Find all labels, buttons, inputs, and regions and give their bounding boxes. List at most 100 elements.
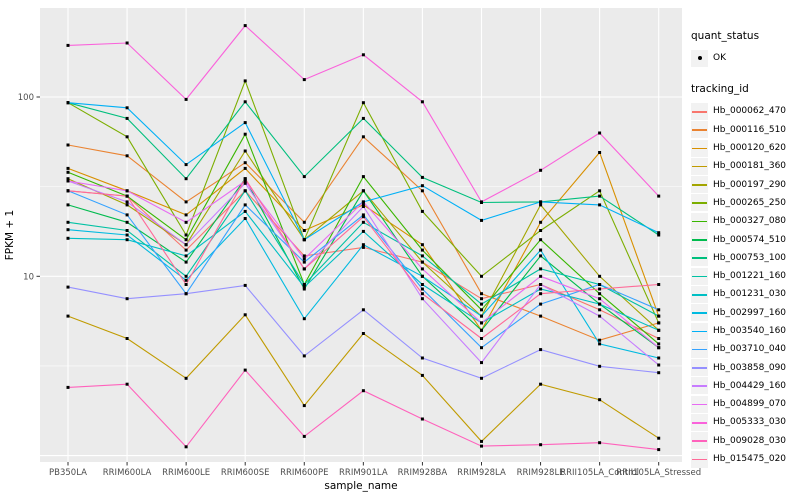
data-point [480, 361, 483, 365]
data-point [243, 217, 247, 220]
data-point [539, 274, 543, 278]
legend-label: Hb_003858_090 [713, 362, 787, 373]
data-point [480, 218, 483, 222]
data-point [598, 287, 602, 291]
data-point [361, 116, 365, 120]
data-point [302, 175, 306, 179]
legend-label-ok: OK [713, 53, 726, 64]
legend-key-icon [691, 359, 708, 377]
data-point [302, 404, 306, 408]
data-point [480, 297, 483, 301]
legend-key-line [692, 293, 707, 296]
data-point [243, 100, 247, 104]
data-point [657, 342, 661, 346]
data-point [539, 348, 543, 352]
data-point [125, 220, 129, 224]
legend-item-Hb_005333_030: Hb_005333_030 [691, 413, 799, 431]
legend-key-icon [691, 212, 708, 230]
data-point [361, 332, 365, 335]
legend-key-icon [691, 176, 708, 194]
legend-label: Hb_003710_040 [713, 344, 787, 355]
x-tick-label-PB350LA: PB350LA [49, 468, 87, 478]
data-point [420, 287, 424, 291]
legend-item-Hb_003858_090: Hb_003858_090 [691, 358, 799, 377]
data-point [420, 283, 424, 286]
data-point [66, 314, 70, 318]
data-point [420, 189, 424, 193]
legend-key-icon [691, 194, 708, 212]
legend: quant_status OK tracking_id Hb_000062_47… [691, 30, 799, 484]
legend-key-icon [691, 304, 708, 322]
legend-key-line [692, 421, 707, 424]
x-axis-title: sample_name [324, 480, 397, 492]
data-point [480, 376, 483, 380]
data-point [480, 292, 483, 296]
y-tick-label-100: 100 [18, 93, 34, 103]
legend-label: Hb_000116_510 [713, 124, 787, 135]
data-point [125, 238, 129, 242]
data-point [420, 297, 424, 301]
data-point [361, 389, 365, 393]
data-point [361, 245, 365, 249]
data-point [598, 338, 602, 342]
data-point [66, 177, 70, 181]
legend-item-Hb_000265_250: Hb_000265_250 [691, 194, 799, 212]
data-point [657, 194, 661, 198]
data-point [243, 161, 247, 165]
data-point [539, 292, 543, 296]
legend-item-Hb_000062_470: Hb_000062_470 [691, 102, 799, 120]
data-point [657, 283, 661, 286]
data-point [420, 274, 424, 278]
data-point [125, 233, 129, 237]
data-point [539, 283, 543, 286]
data-point [420, 267, 424, 271]
data-point [184, 243, 188, 247]
data-point [361, 101, 365, 105]
data-point [361, 215, 365, 219]
data-point [125, 229, 129, 232]
legend-label: Hb_002997_160 [713, 307, 787, 318]
legend-key-icon [691, 322, 708, 340]
data-point [125, 41, 129, 45]
legend-key-icon [691, 285, 708, 303]
data-point [243, 132, 247, 136]
data-point [302, 260, 306, 264]
data-point [539, 302, 543, 306]
data-point [66, 43, 70, 47]
data-point [125, 200, 129, 204]
data-point [657, 356, 661, 360]
legend-key-line [692, 275, 707, 278]
data-point [480, 274, 483, 278]
data-point [125, 213, 129, 217]
data-point [657, 363, 661, 367]
data-point [420, 417, 424, 421]
legend-label: Hb_000265_250 [713, 197, 787, 208]
x-tick-label-RRII105LA_Control: RRII105LA_Control [560, 468, 639, 478]
x-tick-label-RRIM928LA: RRIM928LA [457, 468, 506, 478]
legend-key-icon [691, 377, 708, 395]
legend-key-line [692, 147, 707, 150]
legend-key-icon [691, 102, 708, 120]
data-point [361, 53, 365, 57]
data-point [480, 308, 483, 312]
ok-point-icon [697, 56, 702, 61]
plot-panel [40, 8, 682, 462]
data-point [243, 368, 247, 372]
legend-label: Hb_000197_290 [713, 179, 787, 190]
data-point [125, 337, 129, 340]
legend-label: Hb_004899_070 [713, 399, 787, 410]
y-tick-label-10: 10 [23, 272, 34, 282]
data-point [66, 285, 70, 289]
data-point [361, 213, 365, 217]
data-point [184, 274, 188, 278]
legend-label: Hb_004429_160 [713, 380, 787, 391]
data-point [184, 254, 188, 258]
data-point [243, 179, 247, 183]
data-point [420, 260, 424, 264]
data-point [657, 448, 661, 452]
data-point [361, 200, 365, 204]
data-point [657, 371, 661, 375]
data-point [302, 220, 306, 224]
data-point [243, 203, 247, 207]
